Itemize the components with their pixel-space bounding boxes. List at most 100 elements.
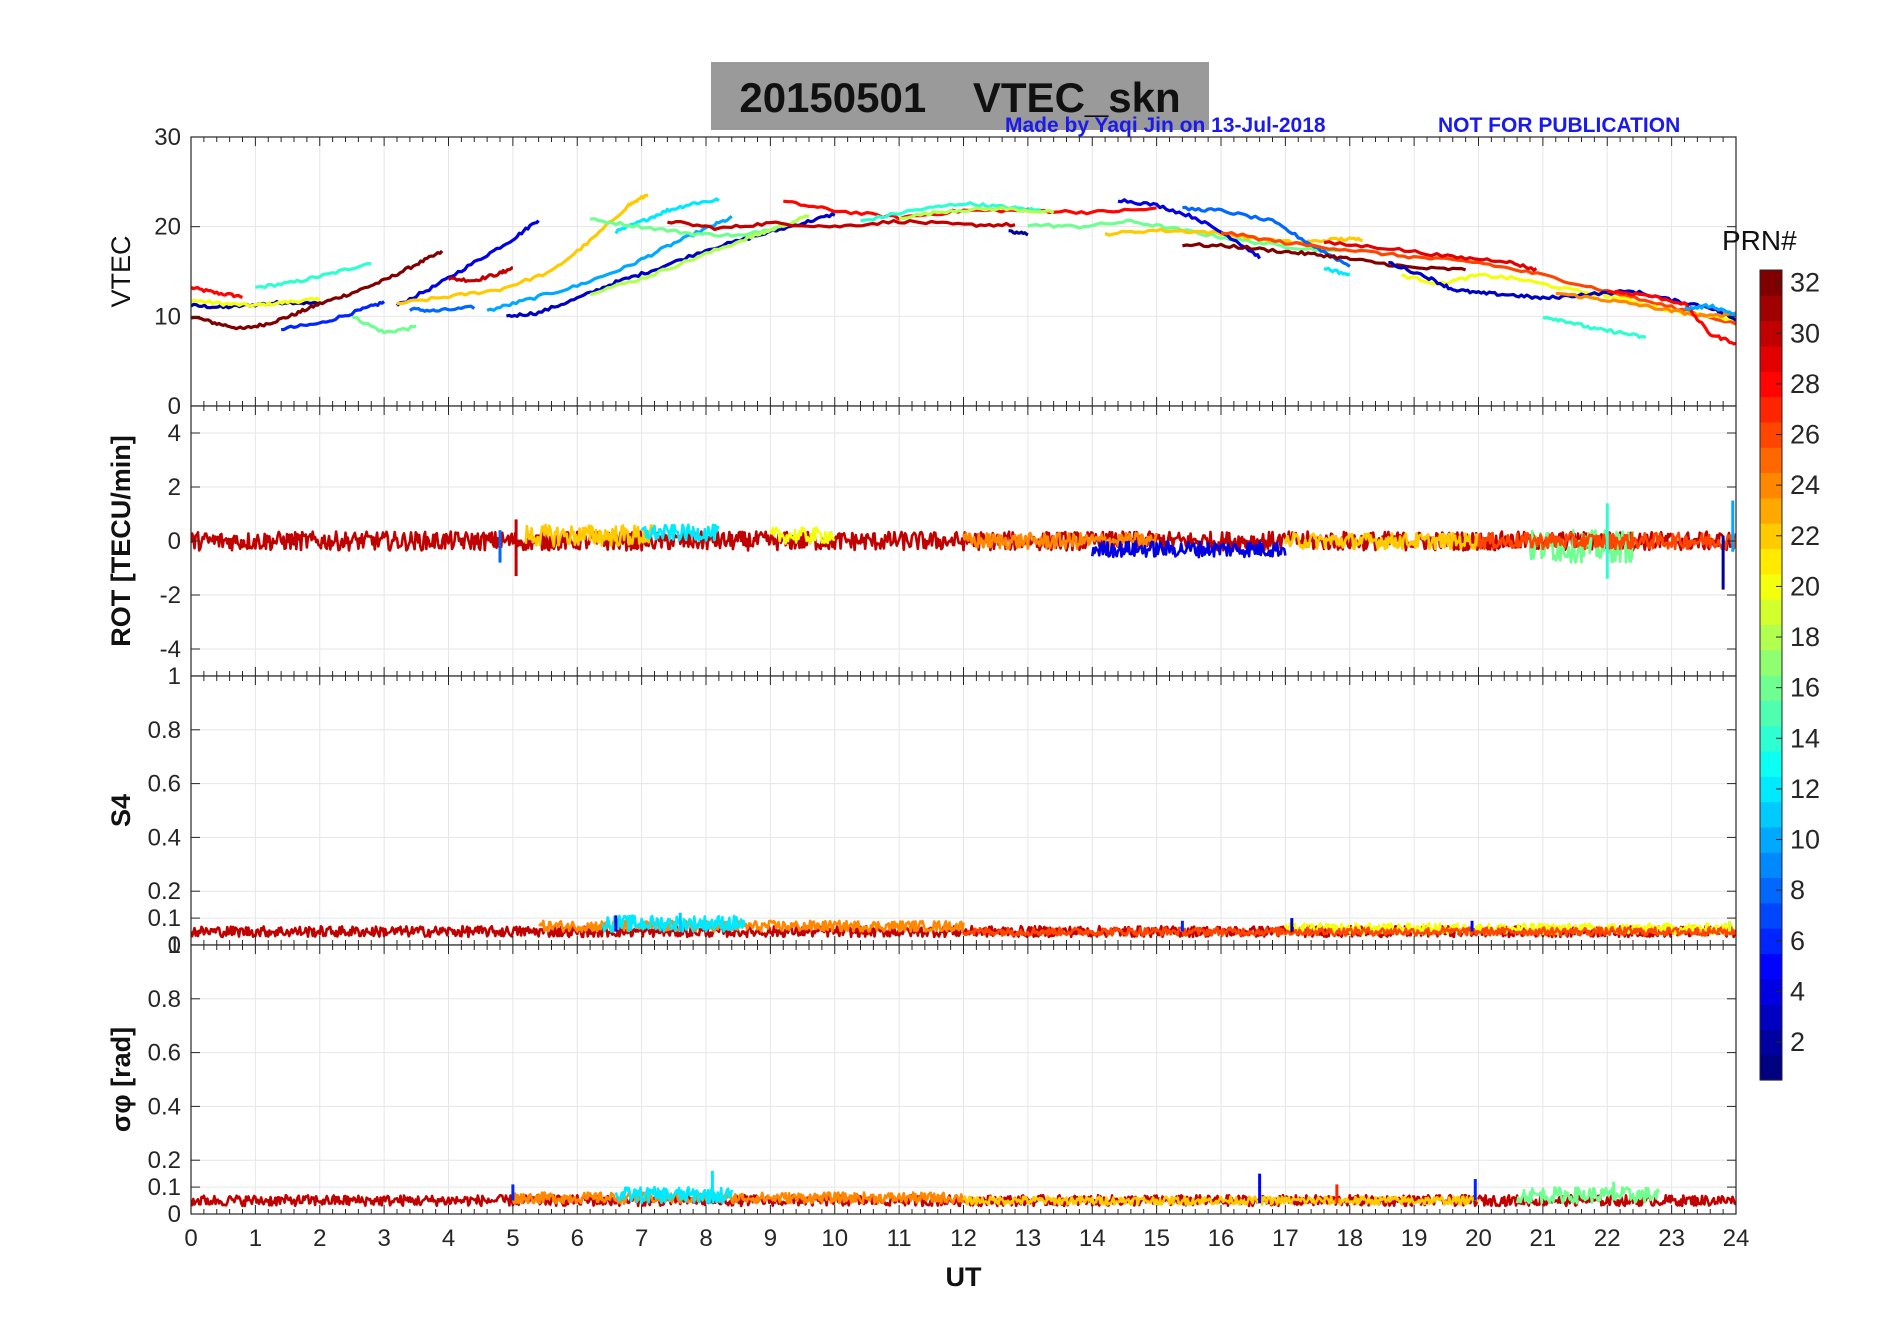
series-prn-2 [1008,229,1029,237]
series-prn-14 [1542,315,1647,339]
x-tick-label: 16 [1208,1225,1235,1252]
data-layer [191,193,1736,346]
colorbar-level [1760,1054,1782,1081]
y-tick-label: 4 [168,420,181,447]
x-tick-label: 4 [442,1225,455,1252]
series-prn-20 [191,296,321,308]
band-prn-20 [769,526,836,545]
colorbar-tick-label: 4 [1790,976,1805,1006]
colorbar-level [1760,295,1782,322]
title-box [711,62,1209,130]
colorbar-level [1760,573,1782,600]
series-prn-18 [589,214,810,297]
series-prn-28 [191,285,243,299]
colorbar-frame [1759,269,1783,1081]
series-prn-29 [1323,240,1538,272]
series-prn-10 [1684,303,1736,316]
y-tick-label: 1 [168,663,181,690]
x-tick-label: 23 [1658,1225,1685,1252]
x-ticks [190,676,1737,945]
x-tick-label: 19 [1401,1225,1428,1252]
series-prn-14 [860,201,1041,223]
colorbar-tick-label: 32 [1790,268,1820,298]
band-prn-16 [1515,1186,1661,1205]
colorbar-tick-label: 22 [1790,521,1820,551]
colorbar-level [1760,497,1782,524]
colorbar-level [1760,675,1782,701]
series-prn-8 [1182,205,1351,268]
colorbar-level [1760,599,1782,625]
colorbar-tick-label: 18 [1790,622,1820,652]
x-tick-label: 21 [1530,1225,1557,1252]
colorbar-level [1760,700,1782,727]
y-tick-label: 10 [154,303,181,330]
colorbar-label: PRN# [1722,225,1797,256]
series-prn-32 [191,249,444,331]
band-prn-26 [962,926,1736,937]
y-tick-label: 0.1 [148,905,181,932]
x-tick-label: 18 [1336,1225,1363,1252]
y-tick-label: 30 [154,124,181,151]
band-prn-22 [962,1195,1480,1206]
series-prn-18 [899,206,1055,221]
x-tick-label: 0 [184,1225,197,1252]
y-axis-label: VTEC [106,235,136,307]
y-axis-label: S4 [106,794,136,827]
colorbar-level [1760,1029,1782,1056]
data-layer [191,1170,1736,1208]
colorbar-tick-label: 24 [1790,470,1820,500]
colorbar-tick-label: 30 [1790,318,1820,348]
y-tick-label: 0 [168,1201,181,1228]
y-tick-label: 20 [154,214,181,241]
x-ticks [190,137,1737,406]
colorbar-level [1760,472,1782,499]
colorbar-level [1760,270,1782,296]
series-prn-26 [1220,231,1736,326]
series-prn-32 [1182,242,1467,272]
colorbar-level [1760,548,1782,575]
y-tick-label: -4 [160,636,181,663]
y-tick-label: 0 [168,528,181,555]
series-prn-30 [667,219,1016,231]
x-tick-label: 7 [635,1225,648,1252]
band-prn-24 [962,531,1158,550]
x-tick-label: 12 [950,1225,977,1252]
series-prn-3 [506,212,836,318]
credit-author: Made by Yaqi Jin on 13-Jul-2018 [1005,114,1326,137]
colorbar-tick-label: 6 [1790,926,1805,956]
colorbar-level [1760,523,1782,550]
colorbar-level [1760,345,1782,372]
y-tick-label: 0 [168,932,181,959]
series-prn-22 [396,193,649,306]
colorbar-level [1760,750,1782,777]
colorbar-tick-label: 12 [1790,774,1820,804]
data-layer [191,500,1736,590]
series-prn-12 [1323,266,1351,277]
x-tick-label: 1 [249,1225,262,1252]
colorbar-level [1760,624,1782,651]
y-tick-label: 0.2 [148,878,181,905]
y-tick-label: 0 [168,393,181,420]
band-prn-4 [1091,540,1287,559]
y-tick-label: 0.2 [148,1147,181,1174]
credit-not-for-publication: NOT FOR PUBLICATION [1438,114,1681,137]
y-tick-label: 0.6 [148,1040,181,1067]
band-prn-12 [640,523,720,543]
x-ticks [190,406,1737,676]
series-prn-30 [447,266,514,283]
colorbar-level [1760,953,1782,980]
series-prn-12 [614,197,720,235]
x-ticks [190,945,1737,1214]
x-tick-label: 9 [764,1225,777,1252]
colorbar-tick-label: 2 [1790,1027,1805,1057]
series-prn-6 [280,300,386,332]
colorbar-tick-label: 10 [1790,825,1820,855]
colorbar-tick-label: 16 [1790,673,1820,703]
x-tick-label: 2 [313,1225,326,1252]
colorbar-level [1760,978,1782,1005]
colorbar-level [1760,396,1782,423]
colorbar-tick-label: 28 [1790,369,1820,399]
band-prn-22 [524,523,656,548]
